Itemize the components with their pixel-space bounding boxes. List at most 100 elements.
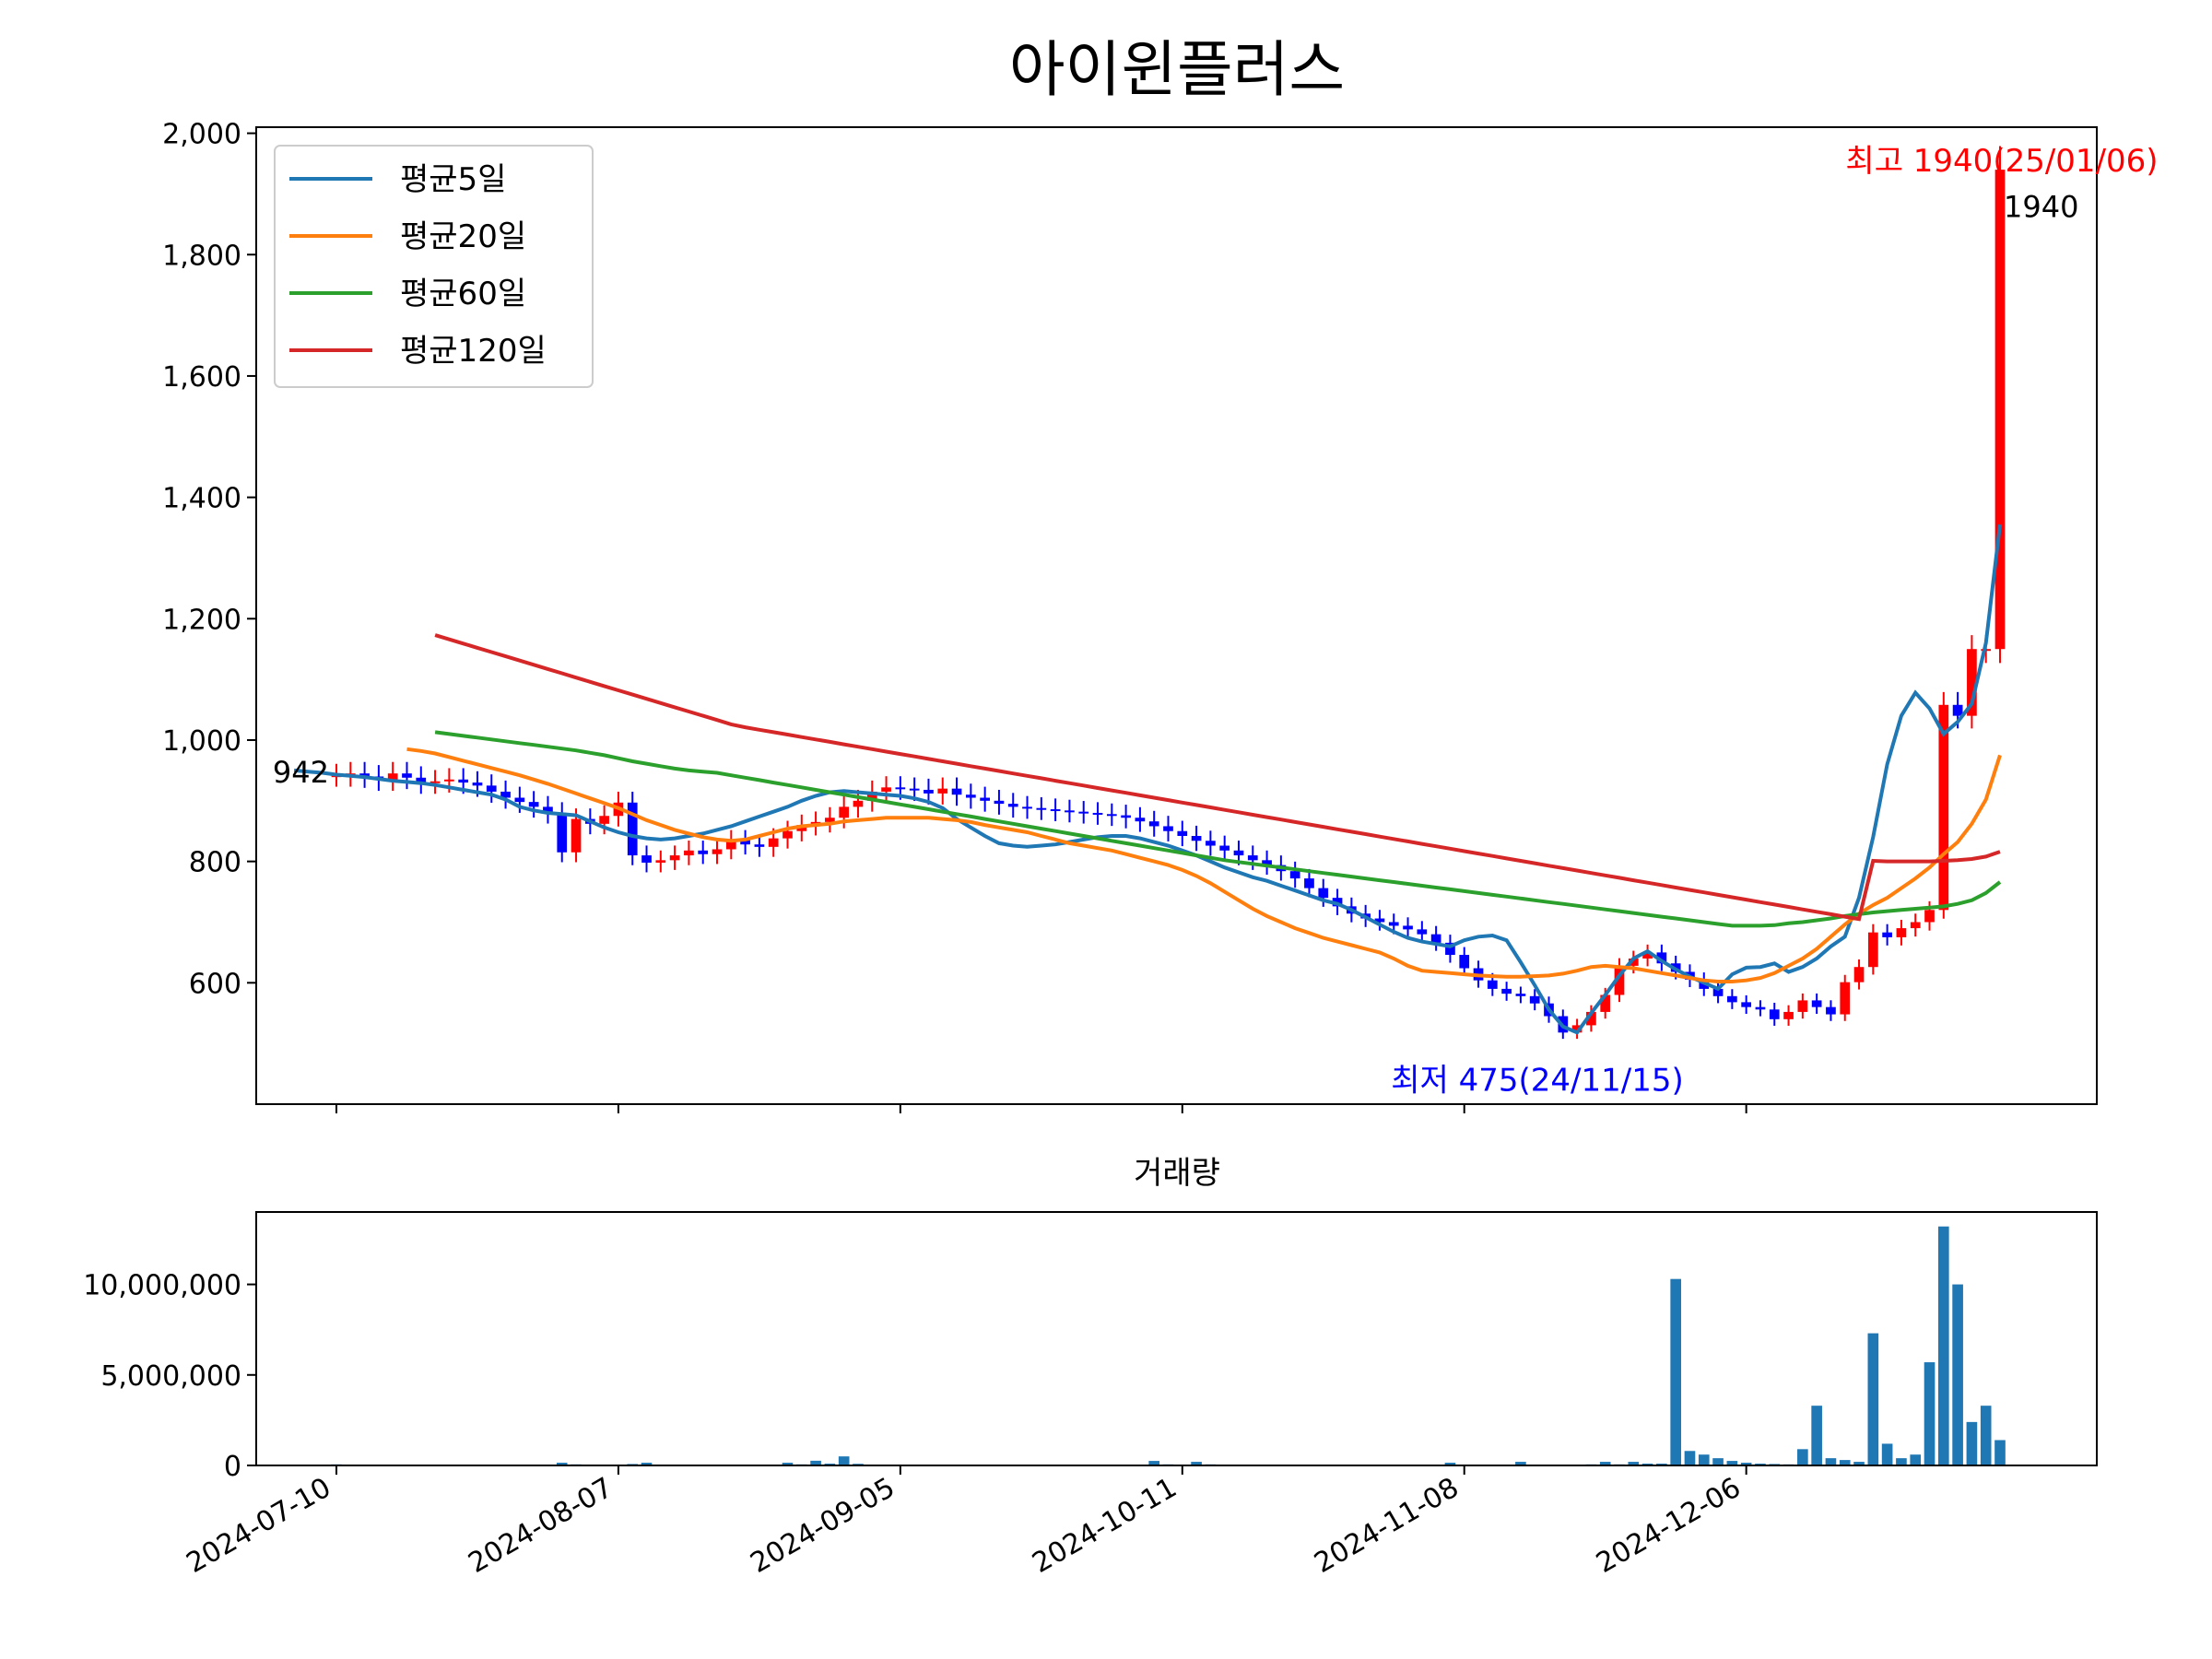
volume-bar: [1853, 1462, 1865, 1465]
volume-bar: [1825, 1458, 1837, 1465]
price-plot: 600 800 1,000 1,200 1,400 1,600 1,800 2,000 평균5일…: [162, 119, 2159, 1105]
volume-bar: [1515, 1462, 1526, 1465]
candle-body: [839, 806, 850, 818]
volume-bar: [1670, 1278, 1681, 1465]
candle-body: [754, 844, 765, 847]
candle-body: [1924, 910, 1935, 923]
candle-body: [740, 840, 750, 845]
candle-body: [1459, 955, 1470, 969]
candle-body: [1050, 809, 1061, 812]
price-ytick-label: 2,000: [162, 119, 241, 151]
candle-body: [1882, 932, 1892, 937]
candle-body: [669, 855, 680, 861]
legend-label: 평균120일: [400, 333, 547, 370]
ma-line-ma20: [406, 747, 2002, 983]
price-ytick-label: 800: [189, 847, 241, 879]
candle-body: [458, 779, 469, 783]
volume-bar: [1712, 1458, 1724, 1465]
price-ytick-label: 1,400: [162, 483, 241, 515]
candle-body: [1262, 860, 1272, 865]
volume-bar: [1726, 1461, 1738, 1465]
volume-bar: [810, 1460, 821, 1465]
candle-body: [1600, 994, 1611, 1012]
candle-body: [1106, 814, 1117, 817]
volume-bar: [1896, 1458, 1907, 1465]
volume-bar: [641, 1463, 653, 1465]
candle-body: [387, 773, 398, 780]
volume-bar: [1924, 1362, 1936, 1465]
volume-bar: [1938, 1226, 1949, 1465]
candle-body: [1797, 1000, 1808, 1012]
candle-body: [1148, 821, 1159, 827]
volume-bar: [1599, 1462, 1611, 1465]
candle-body: [500, 791, 511, 798]
last-close-label: 1940: [2004, 190, 2078, 225]
volume-bar: [1811, 1406, 1822, 1465]
candle-body: [402, 773, 412, 778]
candle-body: [684, 850, 694, 856]
ma-line-ma120: [434, 633, 2001, 922]
candle-body: [1065, 810, 1075, 813]
candle-body: [1036, 807, 1047, 810]
candle-body: [1078, 811, 1089, 814]
candle-body: [1417, 929, 1428, 935]
candle-body: [1769, 1009, 1780, 1019]
candle-body: [1135, 818, 1146, 822]
candle-body: [1529, 995, 1540, 1004]
candle-body: [1811, 1000, 1822, 1007]
high-annotation: 최고 1940(25/01/06): [1845, 143, 2158, 180]
volume-bar: [1994, 1440, 2006, 1465]
candle-body: [1586, 1011, 1596, 1026]
low-annotation: 최저 475(24/11/15): [1391, 1063, 1684, 1100]
legend-label: 평균20일: [400, 218, 526, 255]
volume-ytick-label: 5,000,000: [100, 1360, 241, 1393]
candle-body: [1867, 932, 1878, 968]
volume-plot: 0 5,000,000 10,000,000: [83, 1211, 2098, 1483]
volume-bar: [1740, 1463, 1752, 1465]
volume-bar: [1797, 1449, 1808, 1465]
candle-body: [1938, 704, 1949, 911]
candle-body: [444, 779, 454, 782]
candle-body: [1656, 952, 1667, 964]
candle-body: [1233, 850, 1244, 856]
price-ytick-label: 1,800: [162, 240, 241, 272]
volume-bar: [1628, 1462, 1640, 1465]
candle-body: [768, 838, 779, 847]
candle-body: [1501, 988, 1512, 994]
candle-body: [1994, 170, 2006, 650]
candle-body: [881, 787, 891, 792]
chart-title: 아이윈플러스: [1009, 34, 1345, 105]
candle-body: [1177, 830, 1188, 836]
candle-body: [599, 816, 609, 824]
candle-body: [528, 802, 539, 807]
candle-body: [1374, 918, 1385, 923]
candle-body: [1092, 812, 1103, 815]
volume-bar: [838, 1456, 850, 1465]
ma-line-ma60: [434, 730, 2002, 928]
candle-body: [895, 787, 906, 790]
candle-body: [1896, 928, 1907, 937]
candle-body: [1741, 1002, 1752, 1007]
volume-axes-frame: [255, 1211, 2098, 1466]
candle-body: [1430, 934, 1441, 943]
candle-body: [1952, 704, 1963, 716]
candle-body: [1007, 804, 1018, 807]
legend-box: [274, 145, 594, 388]
price-ytick-label: 1,600: [162, 361, 241, 394]
candle-body: [965, 794, 976, 798]
volume-bar: [1910, 1454, 1922, 1465]
volume-bar: [1839, 1460, 1851, 1465]
volume-title: 거래량: [1134, 1155, 1220, 1192]
candle-body: [980, 797, 990, 801]
volume-bar: [1867, 1333, 1879, 1465]
candle-body: [1219, 845, 1230, 851]
candle-body: [1388, 922, 1399, 926]
volume-bar: [1148, 1461, 1160, 1465]
volume-bar: [556, 1463, 568, 1465]
candle-body: [853, 800, 864, 807]
candle-body: [1206, 841, 1216, 846]
volume-bar: [1684, 1451, 1696, 1465]
volume-bar: [1698, 1454, 1710, 1465]
candle-body: [1163, 826, 1173, 831]
volume-bar: [782, 1463, 794, 1465]
